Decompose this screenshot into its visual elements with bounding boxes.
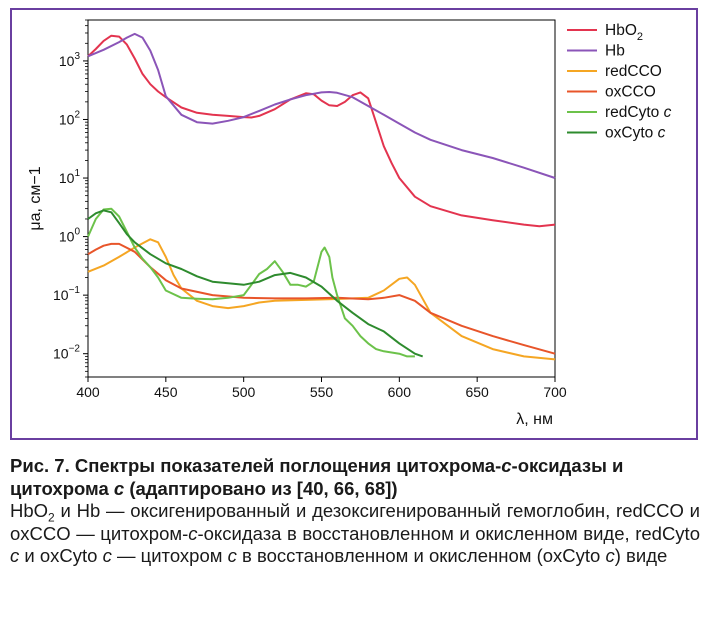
x-tick-label: 650 — [465, 384, 489, 400]
x-tick-label: 600 — [388, 384, 412, 400]
figure-caption: Рис. 7. Спектры показателей поглощения ц… — [10, 455, 700, 568]
caption-text: в восстановленном и окисленном (oxCyto — [236, 545, 606, 566]
caption-italic: с — [605, 545, 615, 566]
legend-label: Hb — [605, 43, 625, 60]
caption-text: — цитохром — [111, 545, 228, 566]
x-tick-label: 700 — [543, 384, 567, 400]
figure-frame: 400 450 500 550 600 650 700 103 102 101 100 10−1 10−… — [10, 8, 698, 440]
caption-title: Рис. 7. Спектры показателей поглощения ц… — [10, 455, 700, 500]
caption-description: HbO2 и Hb — оксигенированный и дезоксиге… — [10, 500, 700, 568]
caption-text: ) виде — [614, 545, 668, 566]
caption-text: -оксидаза в восстановленном и окисленном… — [197, 522, 700, 544]
y-tick-label: 102 — [59, 109, 81, 127]
caption-italic: с — [188, 522, 198, 544]
series-line-oxcco — [87, 242, 556, 355]
y-tick-label: 100 — [59, 227, 81, 245]
legend-label: redCCO — [605, 63, 662, 80]
caption-text: и Hb — оксигенированный и дезоксигениров… — [10, 500, 700, 544]
caption-title-part: (адаптировано из [40, 66, 68]) — [124, 477, 398, 499]
absorption-spectra-chart: 400 450 500 550 600 650 700 103 102 101 100 10−1 10−… — [27, 19, 672, 428]
caption-italic: с — [227, 545, 237, 566]
caption-subscript: 2 — [48, 510, 55, 525]
x-tick-label: 500 — [232, 384, 256, 400]
x-tick-label: 450 — [154, 384, 178, 400]
caption-title-part: Рис. 7. Спектры показателей поглощения ц… — [10, 455, 502, 476]
y-tick-label: 101 — [59, 168, 81, 186]
caption-text: HbO — [10, 500, 49, 521]
y-tick-label: 10−1 — [53, 285, 80, 303]
legend-label: oxCCO — [605, 84, 656, 101]
series-line-redcco — [87, 238, 556, 361]
series-line-hb — [87, 32, 556, 179]
x-tick-label: 400 — [76, 384, 100, 400]
x-axis-title: λ, нм — [516, 411, 553, 428]
caption-title-part: -оксидазы и цитохрома — [10, 455, 624, 499]
caption-italic: с — [10, 545, 20, 566]
series-line-hbo2 — [87, 34, 556, 228]
caption-title-italic: с — [501, 455, 512, 476]
series-line-oxcyto-c — [87, 209, 424, 358]
y-tick-label: 103 — [59, 51, 81, 69]
x-tick-label: 550 — [310, 384, 334, 400]
caption-italic: с — [102, 545, 112, 566]
caption-text: и oxCyto — [19, 545, 103, 566]
legend-label: HbO2 — [605, 22, 643, 43]
series-line-redcyto-c — [87, 207, 415, 358]
legend-label: redCyto c — [605, 104, 672, 121]
y-tick-label: 10−2 — [53, 344, 80, 362]
caption-title-italic: с — [113, 477, 125, 499]
plot-area-frame — [87, 19, 556, 378]
y-axis-title: μa, см−1 — [27, 166, 44, 230]
legend-label: oxCyto c — [605, 125, 666, 142]
